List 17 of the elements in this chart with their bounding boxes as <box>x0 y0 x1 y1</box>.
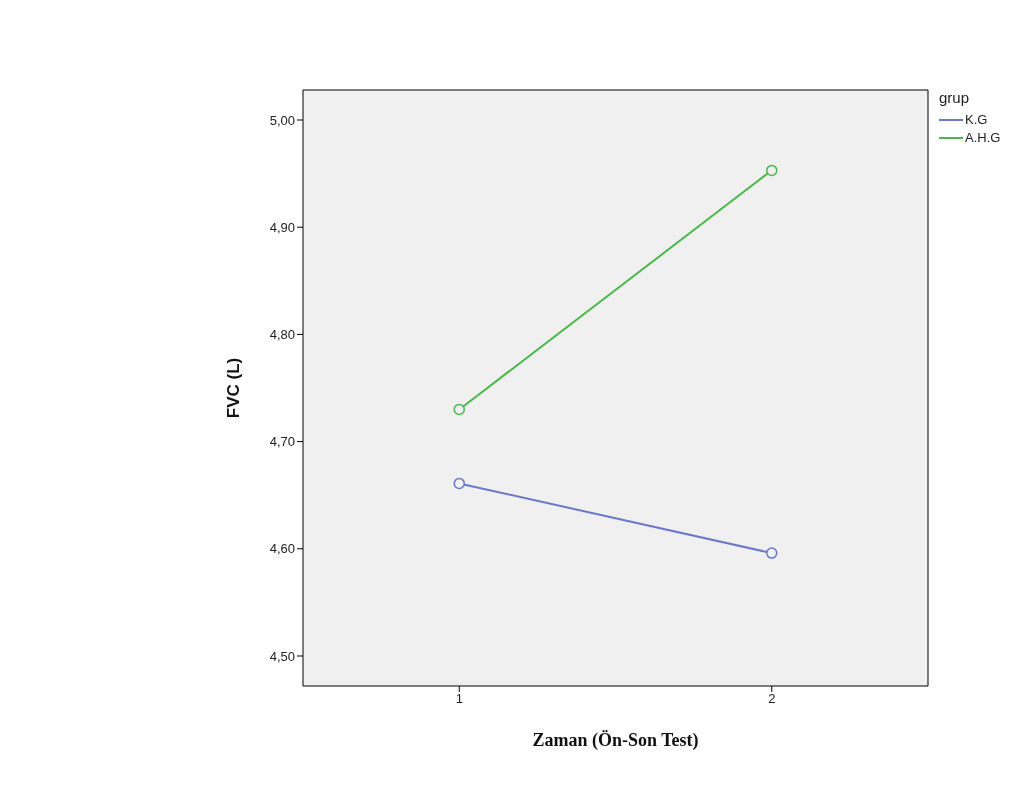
legend-label: K.G <box>965 112 988 127</box>
y-tick-label: 4,90 <box>269 219 295 235</box>
y-tick-label: 4,80 <box>269 327 295 343</box>
point <box>453 477 465 490</box>
point <box>766 164 778 177</box>
x-tick-label: 1 <box>455 691 463 707</box>
y-tick-label: 5,00 <box>269 112 295 128</box>
y-tick-label: 4,60 <box>269 541 295 557</box>
point <box>453 403 465 416</box>
x-axis-title: Zaman (Ön-Son Test) <box>532 730 699 751</box>
point <box>766 547 778 559</box>
legend-title: grup <box>939 89 971 106</box>
legend-label: A.H.G <box>965 130 1001 145</box>
y-tick-label: 4,70 <box>269 434 295 450</box>
y-tick-label: 4,50 <box>269 648 295 664</box>
x-tick-label: 2 <box>768 691 776 707</box>
y-axis-title: FVC (L) <box>224 357 244 419</box>
